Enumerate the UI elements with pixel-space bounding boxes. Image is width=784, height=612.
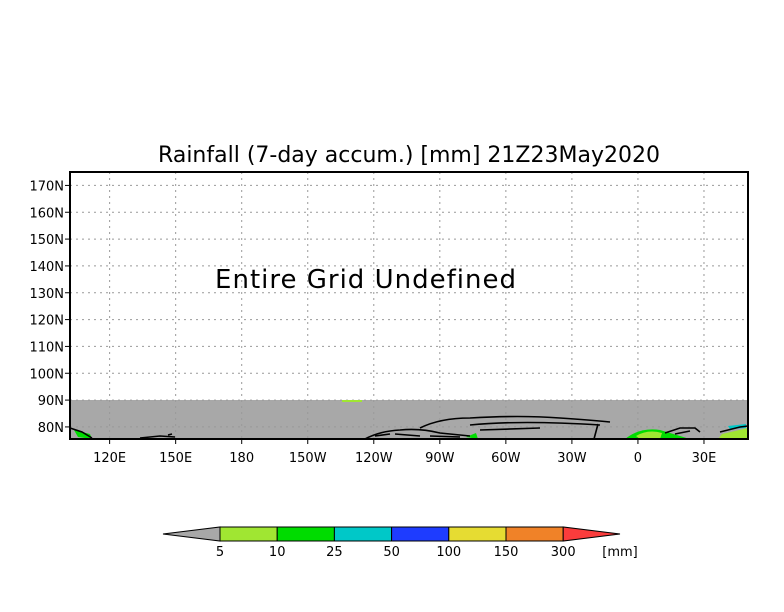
y-tick-label: 90N [38,394,64,409]
y-tick-label: 110N [29,340,64,355]
plot-frame [69,171,749,440]
y-axis-ticks: 170N 160N 150N 140N 130N 120N 110N 100N 90N 80N [29,179,70,436]
x-tick-label: 30W [557,451,587,466]
colorbar-box [333,526,393,542]
x-tick-label: 30E [692,451,717,466]
y-tick-label: 170N [29,179,64,194]
rain-patch-small [466,433,478,439]
x-tick-label: 150W [289,451,327,466]
colorbar-box [505,526,564,542]
undefined-data-region [70,400,748,439]
x-tick-label: 180 [229,451,254,466]
undefined-grid-label: Entire Grid Undefined [215,265,517,295]
x-tick-label: 150E [159,451,192,466]
rain-patch-west [74,430,92,439]
x-tick-label: 120W [355,451,393,466]
rain-patch-east-2 [728,424,746,429]
colorbar-over-triangle [562,526,621,542]
colorbar-level-label: 25 [326,545,343,560]
coastline-greenland [419,415,611,440]
colorbar-level-label: 5 [216,545,224,560]
y-tick-label: 100N [29,367,64,382]
colorbar-level-label: 50 [383,545,400,560]
colorbar-box [391,526,450,542]
colorbar-box [219,526,278,542]
colorbar-under-triangle [162,526,221,542]
plot-area: Entire Grid Undefined 120E 150E 180 150W 120… [29,171,749,466]
colorbar-level-label: 300 [551,545,576,560]
x-tick-label: 60W [491,451,521,466]
colorbar-level-label: 150 [494,545,519,560]
chart-title: Rainfall (7-day accum.) [mm] 21Z23May202… [158,143,660,168]
coastlines [69,415,749,440]
colorbar-level-label: 100 [436,545,461,560]
x-axis-ticks: 120E 150E 180 150W 120W 90W 60W 30W 0 30E [93,439,716,466]
x-tick-label: 120E [93,451,126,466]
rain-patch-east [718,428,748,439]
plot-background [70,172,748,439]
colorbar: 5 10 25 50 100 150 300 [mm] [162,526,638,560]
y-tick-label: 150N [29,233,64,248]
y-tick-label: 120N [29,314,64,329]
colorbar-unit-label: [mm] [602,545,637,560]
y-tick-label: 140N [29,260,64,275]
colorbar-box [276,526,335,542]
rain-patch-top [342,400,362,402]
rain-patch-europe-light [636,431,662,439]
x-tick-label: 90W [425,451,455,466]
coastline-siberia [69,427,176,439]
gridlines [70,172,748,439]
y-tick-label: 130N [29,287,64,302]
rain-patches [74,400,748,439]
y-tick-label: 160N [29,206,64,221]
x-tick-label: 0 [634,451,642,466]
colorbar-box [448,526,507,542]
y-tick-label: 80N [38,421,64,436]
colorbar-level-label: 10 [269,545,286,560]
coastline-scandinavia [664,425,749,435]
coastline-arctic-canada [364,428,471,440]
